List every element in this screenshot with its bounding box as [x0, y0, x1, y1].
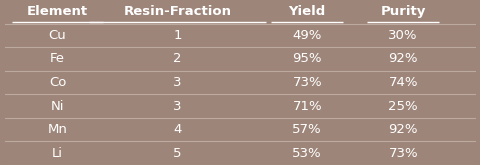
Text: 3: 3	[173, 99, 182, 113]
Text: Resin-Fraction: Resin-Fraction	[124, 5, 231, 18]
Text: Ni: Ni	[51, 99, 64, 113]
Text: 53%: 53%	[292, 147, 322, 160]
Text: Mn: Mn	[48, 123, 68, 136]
Text: 92%: 92%	[388, 123, 418, 136]
Text: 49%: 49%	[292, 29, 322, 42]
Text: 73%: 73%	[292, 76, 322, 89]
Text: Yield: Yield	[288, 5, 326, 18]
Text: Cu: Cu	[49, 29, 66, 42]
Text: 25%: 25%	[388, 99, 418, 113]
Text: Li: Li	[52, 147, 63, 160]
Text: 92%: 92%	[388, 52, 418, 66]
Text: 57%: 57%	[292, 123, 322, 136]
Text: Fe: Fe	[50, 52, 65, 66]
Text: 95%: 95%	[292, 52, 322, 66]
Text: Element: Element	[27, 5, 88, 18]
Text: 5: 5	[173, 147, 182, 160]
Text: Purity: Purity	[381, 5, 426, 18]
Text: Co: Co	[49, 76, 66, 89]
Text: 3: 3	[173, 76, 182, 89]
Text: 30%: 30%	[388, 29, 418, 42]
Text: 2: 2	[173, 52, 182, 66]
Text: 1: 1	[173, 29, 182, 42]
Text: 71%: 71%	[292, 99, 322, 113]
Text: 74%: 74%	[388, 76, 418, 89]
Text: 4: 4	[173, 123, 182, 136]
Text: 73%: 73%	[388, 147, 418, 160]
